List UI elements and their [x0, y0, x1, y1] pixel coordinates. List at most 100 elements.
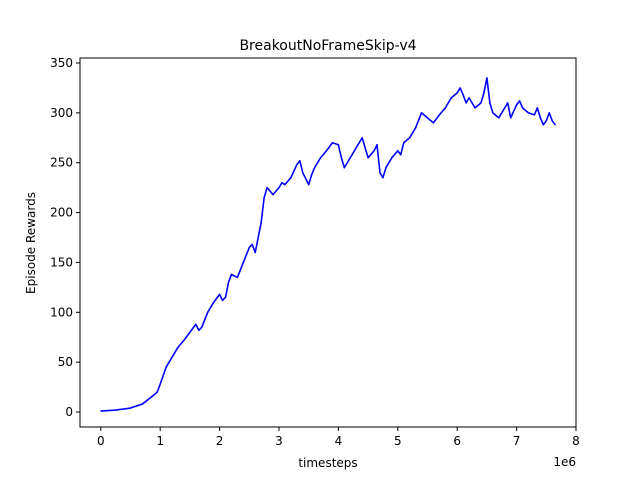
data-point: [438, 114, 440, 116]
data-point: [201, 326, 203, 328]
x-tick-label: 7: [513, 434, 521, 448]
data-point: [367, 157, 369, 159]
data-point: [281, 182, 283, 184]
y-tick-label: 200: [50, 206, 73, 220]
data-point: [489, 102, 491, 104]
data-point: [542, 124, 544, 126]
series-line-0: [100, 77, 556, 412]
data-point: [459, 87, 461, 89]
data-point: [379, 172, 381, 174]
data-point: [551, 120, 553, 122]
data-point: [391, 157, 393, 159]
data-point: [156, 391, 158, 393]
y-axis-label: Episode Rewards: [24, 192, 38, 294]
data-point: [278, 187, 280, 189]
data-point: [308, 184, 310, 186]
data-point: [302, 172, 304, 174]
x-tick-label: 2: [216, 434, 224, 448]
data-point: [426, 117, 429, 119]
data-point: [521, 107, 524, 109]
data-point: [385, 167, 387, 169]
data-point: [474, 107, 476, 109]
data-point: [195, 323, 197, 325]
chart-title: BreakoutNoFrameSkip-v4: [239, 38, 416, 54]
data-point: [263, 197, 265, 199]
y-tick-label: 350: [50, 56, 73, 70]
data-point: [504, 107, 506, 109]
data-point: [420, 112, 423, 114]
data-point: [432, 122, 435, 124]
data-point: [165, 366, 167, 368]
data-point: [230, 273, 233, 276]
x-tick-label: 3: [275, 434, 283, 448]
data-point: [189, 331, 191, 333]
y-tick-label: 100: [50, 305, 73, 319]
data-point: [492, 112, 494, 114]
data-point: [498, 117, 500, 119]
data-point: [100, 410, 102, 412]
data-point: [536, 107, 538, 109]
data-point: [373, 150, 375, 152]
data-point: [129, 407, 132, 409]
data-point: [171, 356, 173, 358]
data-point: [284, 184, 286, 186]
data-point: [480, 102, 482, 104]
x-tick-label: 8: [572, 434, 580, 448]
data-point: [548, 112, 550, 114]
data-point: [456, 92, 458, 94]
data-point: [224, 296, 227, 298]
data-point: [325, 150, 328, 152]
data-point: [331, 142, 334, 144]
data-point: [296, 164, 298, 166]
plot-area: [80, 58, 576, 427]
data-point: [545, 120, 547, 122]
y-tick-label: 150: [50, 255, 73, 269]
data-point: [486, 77, 488, 79]
x-tick-label: 1: [156, 434, 164, 448]
x-tick-label: 4: [335, 434, 343, 448]
data-point: [207, 311, 209, 313]
data-point: [533, 114, 536, 116]
data-point: [198, 329, 200, 331]
data-point: [213, 301, 215, 303]
x-axis-offset-label: 1e6: [553, 455, 576, 469]
data-point: [554, 124, 556, 126]
data-point: [221, 299, 224, 301]
data-point: [397, 150, 399, 152]
series-layer: [100, 77, 556, 412]
data-point: [510, 117, 512, 119]
data-point: [260, 221, 262, 224]
data-point: [337, 144, 339, 146]
data-point: [349, 157, 351, 159]
data-point: [115, 409, 117, 411]
data-point: [242, 261, 244, 264]
plot-frame: [79, 57, 577, 428]
data-point: [465, 102, 467, 104]
y-tick-label: 50: [58, 355, 73, 369]
data-point: [314, 167, 316, 169]
data-point: [444, 107, 446, 109]
ticks-layer: 0 1 2 3 4 5 6 7 8 0 50 100 150 200 250 300 350: [50, 56, 580, 448]
data-point: [518, 100, 521, 102]
data-point: [468, 97, 470, 99]
data-point: [183, 339, 185, 341]
data-point: [218, 293, 221, 295]
data-point: [507, 102, 509, 104]
data-point: [254, 251, 256, 254]
y-tick-label: 0: [65, 405, 73, 419]
data-point: [319, 157, 322, 159]
data-point: [290, 177, 292, 179]
data-point: [266, 187, 268, 189]
data-point: [539, 117, 541, 119]
data-point: [272, 194, 274, 196]
data-point: [257, 236, 259, 239]
data-point: [409, 137, 411, 139]
data-point: [382, 177, 384, 179]
data-point: [483, 92, 485, 94]
x-tick-label: 6: [453, 434, 461, 448]
data-point: [400, 154, 402, 156]
x-tick-label: 0: [97, 434, 105, 448]
data-point: [299, 160, 301, 162]
